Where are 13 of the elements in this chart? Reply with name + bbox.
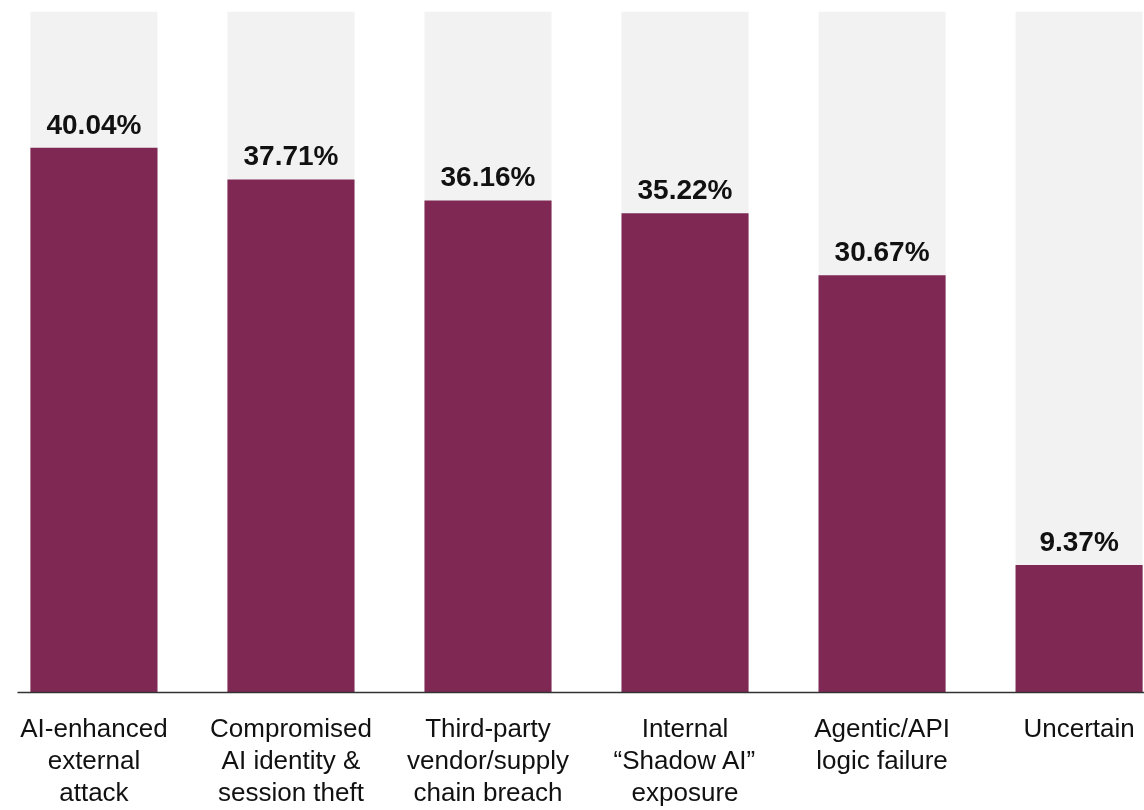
data-label: 37.71% — [243, 140, 339, 172]
x-tick-label: AI-enhanced external attack — [20, 712, 168, 808]
x-tick-label: Compromised AI identity & session theft — [210, 712, 372, 808]
x-tick-label: Third-party vendor/supply chain breach — [407, 712, 569, 808]
data-label: 36.16% — [440, 161, 536, 193]
data-label: 9.37% — [1039, 526, 1119, 558]
data-label: 30.67% — [834, 236, 930, 268]
x-tick-label: Uncertain — [1023, 712, 1135, 743]
x-tick-label: Internal “Shadow AI” exposure — [613, 712, 756, 808]
bar — [1015, 565, 1143, 693]
x-tick-label: Agentic/API logic failure — [814, 712, 950, 775]
data-label: 35.22% — [637, 174, 733, 206]
data-label: 40.04% — [46, 108, 142, 140]
